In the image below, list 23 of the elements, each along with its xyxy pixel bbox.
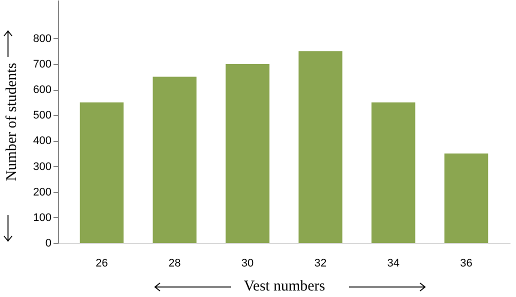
bar	[152, 76, 197, 243]
y-tick-label: 600	[33, 84, 52, 96]
x-axis-title: Vest numbers	[244, 278, 326, 294]
y-axis-title: Number of students	[4, 62, 20, 182]
x-tick-label: 26	[96, 258, 108, 270]
y-tick-label: 0	[45, 238, 52, 250]
x-tick-label: 36	[460, 258, 472, 270]
y-tick-label: 400	[33, 135, 52, 148]
y-tick-label: 800	[33, 32, 52, 45]
y-tick-label: 500	[33, 110, 52, 122]
bar	[298, 51, 342, 243]
x-tick-label: 34	[387, 258, 400, 270]
bar	[444, 153, 488, 243]
bar	[226, 64, 270, 243]
x-tick-label: 32	[314, 258, 327, 270]
x-tick-label: 28	[168, 258, 181, 270]
y-tick-label: 700	[33, 58, 52, 70]
bar	[371, 102, 416, 243]
x-tick-label: 30	[241, 258, 254, 270]
y-tick-label: 300	[33, 160, 52, 173]
bar	[80, 102, 124, 243]
y-tick-label: 200	[33, 186, 52, 198]
y-tick-label: 100	[33, 212, 52, 224]
